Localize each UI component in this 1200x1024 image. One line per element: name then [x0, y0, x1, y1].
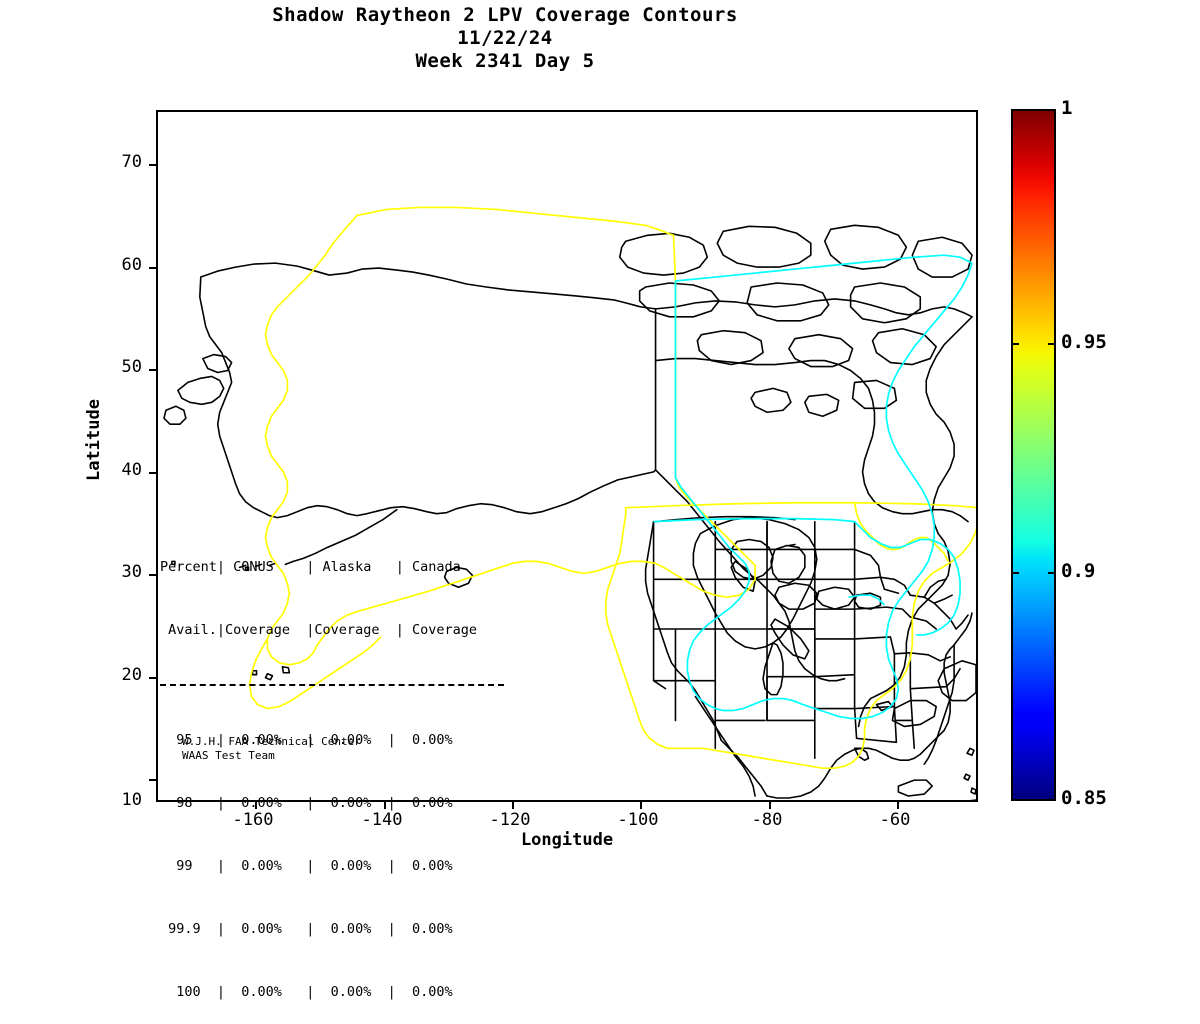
stats-row-100: 100 | 0.00% | 0.00% | 0.00% — [160, 984, 453, 1000]
ytick-mark — [149, 779, 158, 781]
title-line-1: Shadow Raytheon 2 LPV Coverage Contours — [272, 4, 738, 26]
xtick-label--160: -160 — [232, 810, 274, 830]
chart-title-block: Shadow Raytheon 2 LPV Coverage Contours … — [0, 4, 1010, 73]
stats-header-rule — [160, 684, 504, 686]
colorbar-label-0-9: 0.9 — [1061, 560, 1096, 582]
stats-header-row-1: Percent| CONUS | Alaska | Canada — [160, 559, 461, 575]
ytick-mark — [149, 472, 158, 474]
colorbar-tick-mark — [1011, 572, 1019, 574]
colorbar-tick-mark — [1011, 343, 1019, 345]
title-line-2: 11/22/24 — [457, 27, 553, 49]
map-svg — [163, 206, 976, 800]
xtick-mark — [640, 800, 642, 809]
x-axis-label: Longitude — [520, 830, 614, 850]
credit-line-2: WAAS Test Team — [182, 749, 275, 762]
stats-row-99-9: 99.9 | 0.00% | 0.00% | 0.00% — [160, 921, 453, 937]
ytick-mark — [149, 164, 158, 166]
colorbar-tick-mark — [1048, 572, 1056, 574]
xtick-label--100: -100 — [617, 810, 659, 830]
xtick-mark — [512, 800, 514, 809]
credit-block: W.J.H. FAA Technical Center WAAS Test Te… — [182, 735, 361, 763]
ytick-label-40: 40 — [121, 460, 142, 480]
stats-row-95: 95 | 0.00% | 0.00% | 0.00% — [160, 732, 453, 748]
title-line-3: Week 2341 Day 5 — [415, 50, 595, 72]
ytick-mark — [149, 574, 158, 576]
ytick-mark — [149, 267, 158, 269]
y-axis-label: Latitude — [84, 399, 104, 481]
stats-row-98: 98 | 0.00% | 0.00% | 0.00% — [160, 795, 453, 811]
xtick-mark — [384, 800, 386, 809]
ytick-label-60: 60 — [121, 255, 142, 275]
xtick-mark — [255, 800, 257, 809]
map-plot-area — [149, 110, 978, 809]
ytick-label-50: 50 — [121, 357, 142, 377]
colorbar-label-0-85: 0.85 — [1061, 787, 1107, 809]
xtick-label--120: -120 — [489, 810, 531, 830]
xtick-mark — [897, 800, 899, 809]
colorbar-gradient — [1011, 109, 1056, 801]
stats-row-99: 99 | 0.00% | 0.00% | 0.00% — [160, 858, 453, 874]
ytick-mark — [149, 369, 158, 371]
ytick-label-10: 10 — [121, 790, 142, 810]
xtick-label--80: -80 — [751, 810, 783, 830]
xtick-mark — [769, 800, 771, 809]
ytick-label-20: 20 — [121, 665, 142, 685]
ytick-label-70: 70 — [121, 152, 142, 172]
coverage-stats-table: Percent| CONUS | Alaska | Canada Avail.|… — [160, 515, 504, 1024]
ytick-mark — [149, 677, 158, 679]
stats-header-row-2: Avail.|Coverage |Coverage | Coverage — [160, 622, 477, 638]
colorbar-tick-mark — [1048, 343, 1056, 345]
credit-line-1: W.J.H. FAA Technical Center — [182, 735, 361, 748]
xtick-label--140: -140 — [361, 810, 403, 830]
colorbar-container: 1 0.95 0.9 0.85 — [1011, 97, 1107, 809]
colorbar-label-1: 1 — [1061, 97, 1073, 119]
xtick-label--60: -60 — [879, 810, 911, 830]
ytick-label-30: 30 — [121, 562, 142, 582]
colorbar-label-0-95: 0.95 — [1061, 331, 1107, 353]
